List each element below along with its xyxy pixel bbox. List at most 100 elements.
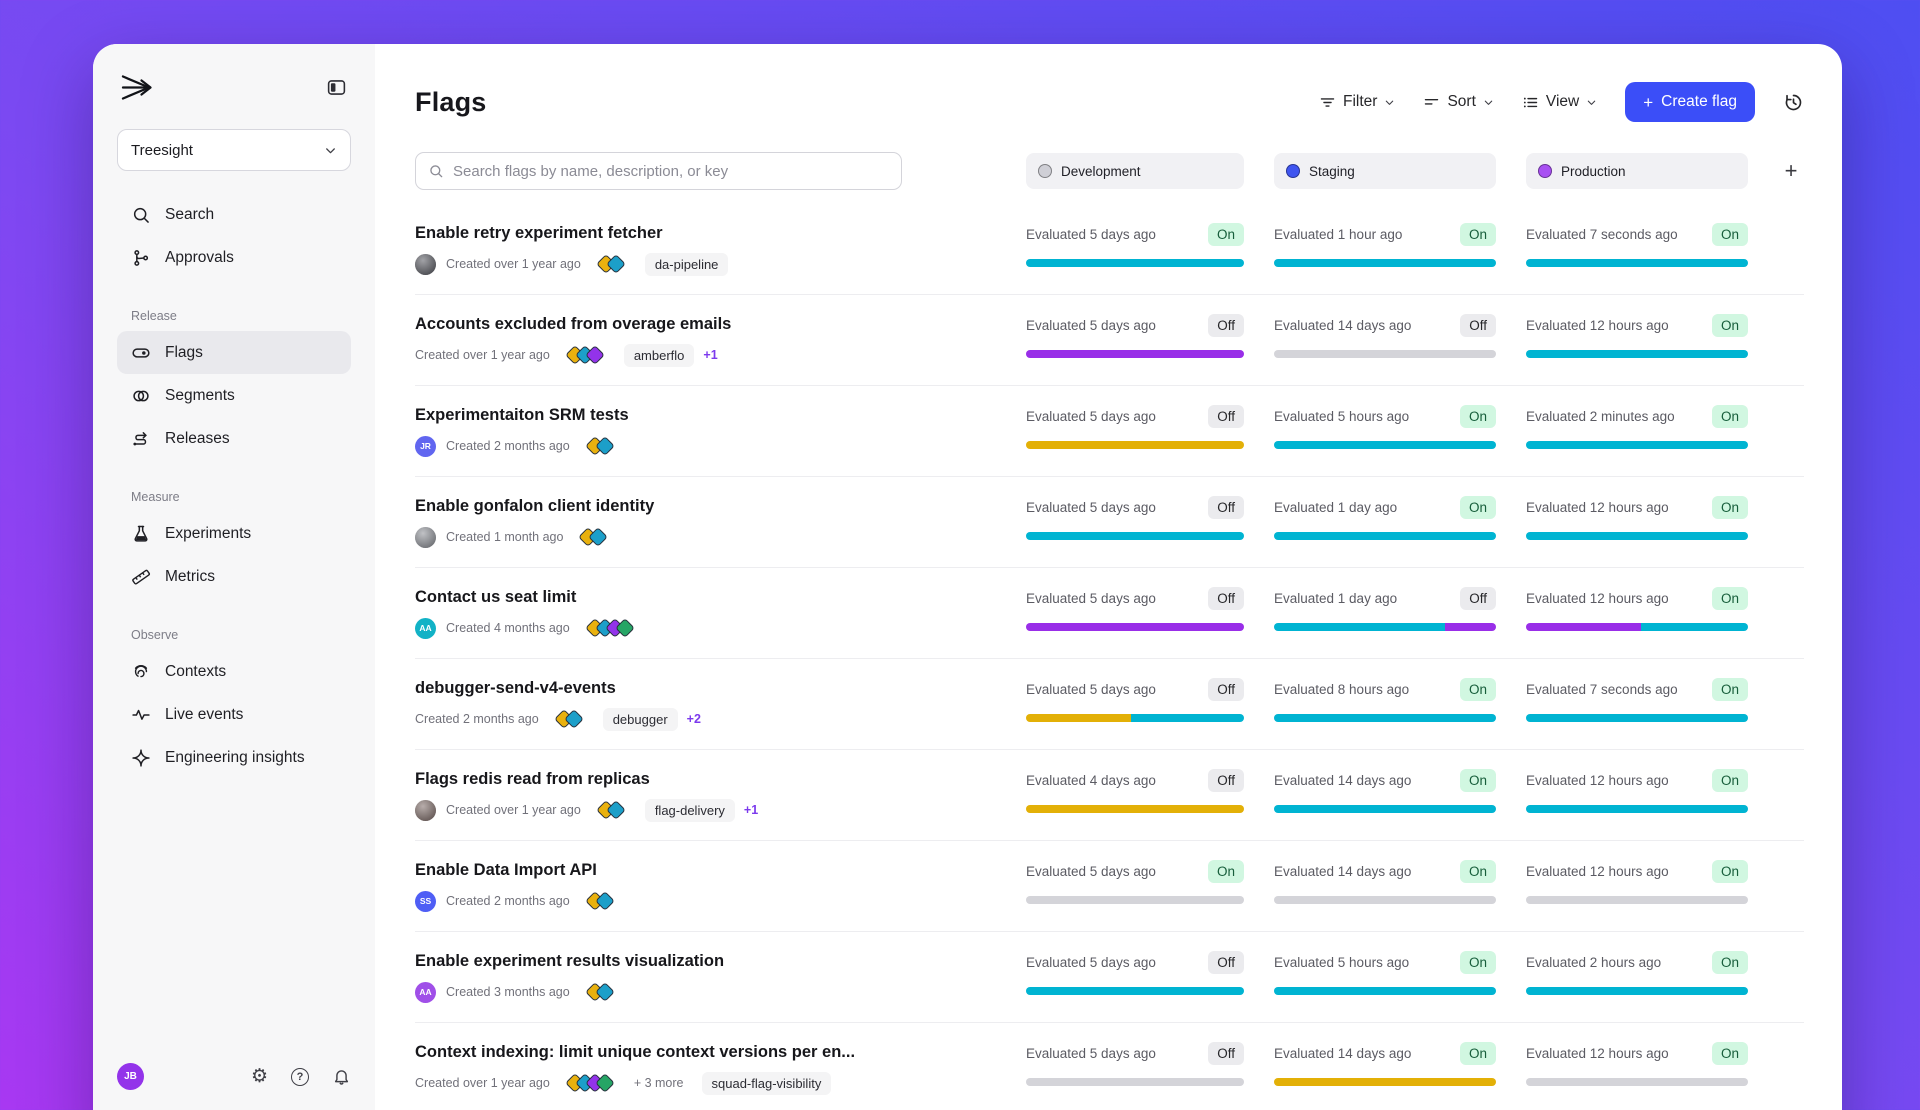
flag-row[interactable]: debugger-send-v4-events Created 2 months… bbox=[415, 658, 1804, 749]
flag-name[interactable]: Contact us seat limit bbox=[415, 588, 577, 606]
rollout-bar bbox=[1026, 805, 1244, 813]
variation-diamonds bbox=[584, 618, 635, 638]
flag-tag[interactable]: debugger bbox=[602, 707, 678, 731]
status-badge: Off bbox=[1208, 768, 1244, 792]
flag-meta: Created over 1 year ago da-pipeline bbox=[415, 252, 996, 276]
user-avatar[interactable]: JB bbox=[117, 1063, 144, 1090]
flag-name[interactable]: Context indexing: limit unique context v… bbox=[415, 1043, 856, 1061]
variation-diamonds bbox=[584, 982, 615, 1002]
flag-row[interactable]: Enable Data Import API SS Created 2 month… bbox=[415, 840, 1804, 931]
flag-name[interactable]: debugger-send-v4-events bbox=[415, 679, 616, 697]
sidebar-item-contexts[interactable]: Contexts bbox=[117, 650, 351, 693]
flag-name[interactable]: Enable Data Import API bbox=[415, 861, 597, 879]
env-cell-production: Evaluated 12 hours ago On bbox=[1526, 313, 1748, 358]
help-icon[interactable]: ? bbox=[291, 1067, 309, 1086]
flag-tag[interactable]: amberflo bbox=[623, 343, 695, 367]
flag-meta: Created 1 month ago bbox=[415, 526, 996, 548]
env-header-development[interactable]: Development bbox=[1026, 153, 1244, 189]
env-cell-staging: Evaluated 5 hours ago On bbox=[1274, 950, 1496, 995]
sidebar-item-segments[interactable]: Segments bbox=[117, 374, 351, 417]
evaluated-text: Evaluated 5 days ago bbox=[1026, 681, 1156, 697]
create-flag-button[interactable]: + Create flag bbox=[1625, 82, 1755, 122]
flag-row[interactable]: Contact us seat limit AA Created 4 months… bbox=[415, 567, 1804, 658]
flag-row[interactable]: Experimentaiton SRM tests JR Created 2 mo… bbox=[415, 385, 1804, 476]
sidebar-collapse-icon[interactable] bbox=[326, 77, 347, 98]
env-cell-staging: Evaluated 1 day ago On bbox=[1274, 495, 1496, 540]
sidebar-item-releases[interactable]: Releases bbox=[117, 417, 351, 460]
settings-gear-icon[interactable]: ⚙ bbox=[250, 1066, 268, 1087]
workspace-selector[interactable]: Treesight bbox=[117, 129, 351, 171]
sidebar-item-flags[interactable]: Flags bbox=[117, 331, 351, 374]
evaluated-text: Evaluated 12 hours ago bbox=[1526, 863, 1669, 879]
sidebar-item-metrics[interactable]: Metrics bbox=[117, 555, 351, 598]
add-environment-button[interactable]: + bbox=[1784, 158, 1798, 183]
app-logo[interactable] bbox=[121, 74, 153, 101]
env-name: Staging bbox=[1309, 163, 1355, 179]
flag-row[interactable]: Context indexing: limit unique context v… bbox=[415, 1022, 1804, 1110]
env-header-production[interactable]: Production bbox=[1526, 153, 1748, 189]
flag-row[interactable]: Enable retry experiment fetcher Created … bbox=[415, 204, 1804, 294]
variation-diamonds bbox=[564, 345, 605, 365]
history-clock-icon bbox=[1785, 94, 1802, 110]
flag-meta: Created over 1 year ago flag-delivery +1 bbox=[415, 798, 996, 822]
env-cell-staging: Evaluated 14 days ago On bbox=[1274, 859, 1496, 904]
evaluated-text: Evaluated 5 days ago bbox=[1026, 226, 1156, 242]
evaluated-text: Evaluated 2 hours ago bbox=[1526, 954, 1662, 970]
sidebar-item-label: Live events bbox=[165, 705, 244, 723]
history-button[interactable] bbox=[1783, 92, 1804, 113]
sidebar-item-search[interactable]: Search bbox=[117, 193, 351, 236]
flag-name[interactable]: Enable experiment results visualization bbox=[415, 952, 725, 970]
variation-diamonds bbox=[564, 1073, 615, 1093]
env-cell-development: Evaluated 4 days ago Off bbox=[1026, 768, 1244, 813]
filter-menu-button[interactable]: Filter bbox=[1319, 93, 1395, 111]
status-badge: On bbox=[1711, 313, 1748, 337]
status-badge: On bbox=[1459, 677, 1496, 701]
env-cell-development: Evaluated 5 days ago On bbox=[1026, 222, 1244, 267]
rollout-bar bbox=[1274, 1078, 1496, 1086]
status-badge: On bbox=[1207, 859, 1244, 883]
rollout-bar bbox=[1026, 623, 1244, 631]
evaluated-text: Evaluated 5 days ago bbox=[1026, 499, 1156, 515]
flag-tag[interactable]: squad-flag-visibility bbox=[701, 1071, 832, 1095]
toolbar: Filter Sort View bbox=[1319, 82, 1804, 122]
evaluated-text: Evaluated 14 days ago bbox=[1274, 1045, 1412, 1061]
sidebar-item-approvals[interactable]: Approvals bbox=[117, 236, 351, 279]
rollout-bar bbox=[1526, 350, 1748, 358]
evaluated-text: Evaluated 5 days ago bbox=[1026, 317, 1156, 333]
flag-name[interactable]: Accounts excluded from overage emails bbox=[415, 315, 732, 333]
flag-name[interactable]: Flags redis read from replicas bbox=[415, 770, 650, 788]
created-text: Created over 1 year ago bbox=[415, 348, 550, 362]
more-tags-count[interactable]: +2 bbox=[686, 712, 701, 726]
status-badge: On bbox=[1459, 768, 1496, 792]
flag-tag[interactable]: flag-delivery bbox=[644, 798, 735, 822]
evaluated-text: Evaluated 7 seconds ago bbox=[1526, 226, 1678, 242]
rollout-bar bbox=[1526, 805, 1748, 813]
flag-row[interactable]: Flags redis read from replicas Created o… bbox=[415, 749, 1804, 840]
status-badge: Off bbox=[1208, 404, 1244, 428]
rollout-bar bbox=[1274, 714, 1496, 722]
sidebar-item-live-events[interactable]: Live events bbox=[117, 693, 351, 736]
flag-name[interactable]: Enable retry experiment fetcher bbox=[415, 224, 663, 242]
sidebar-item-label: Flags bbox=[165, 343, 203, 361]
env-cell-development: Evaluated 5 days ago On bbox=[1026, 859, 1244, 904]
more-tags-count[interactable]: +1 bbox=[743, 803, 759, 817]
env-cell-production: Evaluated 12 hours ago On bbox=[1526, 768, 1748, 813]
notifications-bell-icon[interactable] bbox=[332, 1067, 351, 1086]
search-input[interactable] bbox=[453, 162, 889, 180]
flag-row[interactable]: Accounts excluded from overage emails Cr… bbox=[415, 294, 1804, 385]
view-menu-button[interactable]: View bbox=[1522, 93, 1597, 111]
flag-name[interactable]: Enable gonfalon client identity bbox=[415, 497, 655, 515]
releases-icon bbox=[133, 431, 147, 445]
env-header-staging[interactable]: Staging bbox=[1274, 153, 1496, 189]
sidebar-item-engineering-insights[interactable]: Engineering insights bbox=[117, 736, 351, 779]
flag-meta: JR Created 2 months ago bbox=[415, 435, 996, 457]
env-cell-staging: Evaluated 5 hours ago On bbox=[1274, 404, 1496, 449]
flag-row[interactable]: Enable experiment results visualization … bbox=[415, 931, 1804, 1022]
flag-row[interactable]: Enable gonfalon client identity Created … bbox=[415, 476, 1804, 567]
more-variations-text: + 3 more bbox=[633, 1076, 684, 1090]
flag-tag[interactable]: da-pipeline bbox=[644, 252, 729, 276]
more-tags-count[interactable]: +1 bbox=[703, 348, 718, 362]
sort-menu-button[interactable]: Sort bbox=[1423, 93, 1493, 111]
sidebar-item-experiments[interactable]: Experiments bbox=[117, 512, 351, 555]
flag-name[interactable]: Experimentaiton SRM tests bbox=[415, 406, 629, 424]
